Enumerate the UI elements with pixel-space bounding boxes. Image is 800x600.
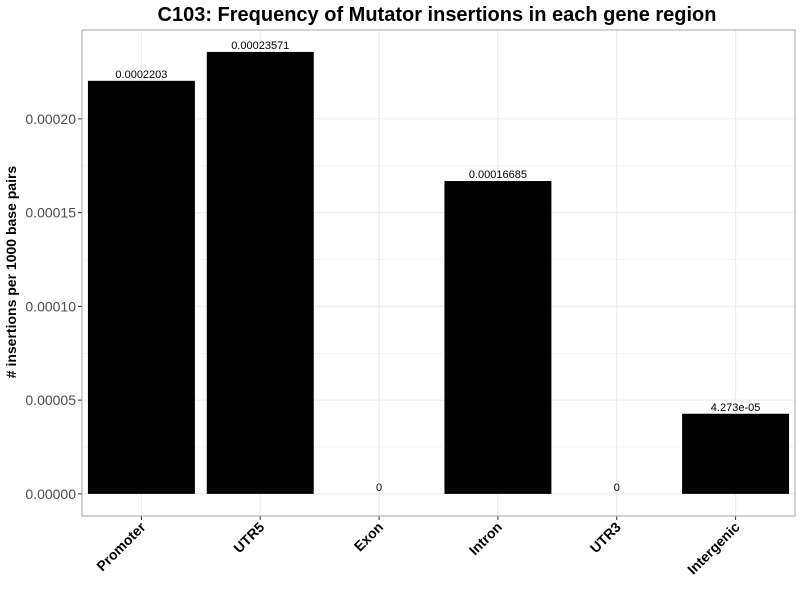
data-label-intergenic: 4.273e-05	[711, 402, 761, 414]
x-tick-label-intergenic: Intergenic	[684, 519, 743, 578]
data-label-utr5: 0.00023571	[231, 40, 289, 52]
y-axis-label: # insertions per 1000 base pairs	[3, 166, 19, 379]
x-tick-label-exon: Exon	[351, 519, 387, 555]
x-tick-label-intron: Intron	[466, 519, 505, 558]
panel-border	[81, 29, 796, 517]
bar-utr5	[206, 51, 314, 494]
data-label-utr3: 0	[614, 482, 620, 494]
x-tick-label-promoter: Promoter	[93, 518, 149, 574]
bar-promoter	[87, 80, 195, 494]
x-tick-label-utr3: UTR3	[587, 519, 624, 556]
bar-intron	[444, 181, 552, 494]
data-label-promoter: 0.0002203	[115, 69, 167, 81]
data-label-exon: 0	[376, 482, 382, 494]
plot-panel: 0.0002203 0.00023571 0 0.00016685 0 4.273e-05…	[25, 29, 796, 578]
y-tick-label: 0.00015	[25, 205, 76, 221]
y-tick-label: 0.00000	[25, 486, 76, 502]
bar-intergenic	[682, 413, 790, 494]
chart-title: C103: Frequency of Mutator insertions in…	[158, 4, 717, 26]
data-label-intron: 0.00016685	[469, 169, 527, 181]
x-tick-label-utr5: UTR5	[230, 519, 267, 556]
y-tick-label: 0.00010	[25, 298, 76, 314]
y-tick-label: 0.00005	[25, 392, 76, 408]
y-tick-label: 0.00020	[25, 111, 76, 127]
